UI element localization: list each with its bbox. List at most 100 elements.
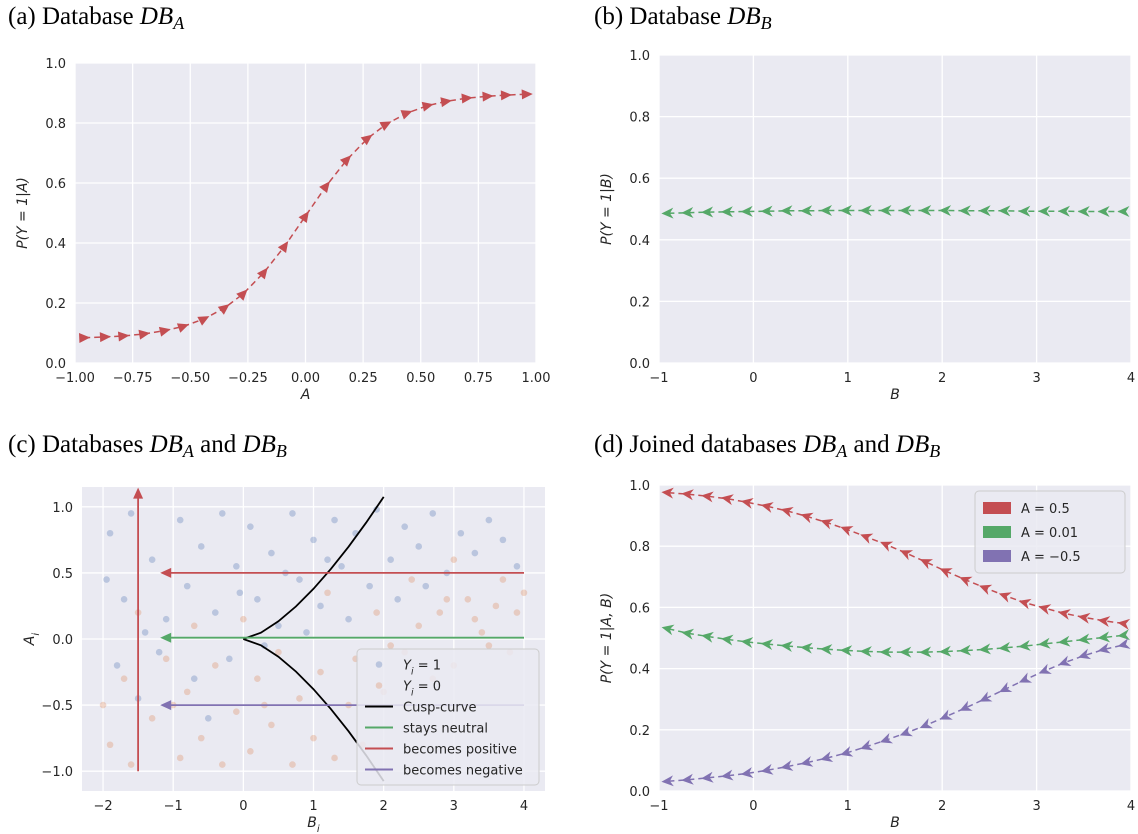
scatter-point (268, 721, 275, 729)
marker (978, 643, 992, 655)
marker (78, 333, 91, 344)
scatter-point (478, 629, 486, 636)
x-tick-label: 0.75 (464, 371, 493, 386)
marker (958, 205, 971, 217)
marker (500, 90, 512, 101)
marker (959, 700, 973, 711)
scatter-point (394, 596, 401, 603)
scatter-point (240, 615, 247, 623)
scatter-point (324, 589, 331, 597)
legend-marker (983, 526, 1011, 538)
legend-label: A = −0.5 (1021, 550, 1081, 565)
marker (740, 205, 753, 217)
marker (158, 326, 171, 337)
marker (760, 763, 774, 775)
panel-title: (a) Database DBA (8, 3, 185, 33)
marker (1117, 638, 1131, 649)
marker (1057, 635, 1071, 647)
legend-label: Cusp-curve (403, 701, 476, 716)
scatter-point (176, 754, 184, 762)
marker (958, 644, 972, 656)
panel: (a) Database DBA−1.00 −0.75 −0.50 −0.25 0.00… (8, 3, 550, 403)
scatter-point (197, 543, 205, 550)
scatter-point (219, 761, 226, 768)
y-tick-label: 0.6 (629, 601, 650, 616)
arrowhead (160, 700, 172, 711)
marker (939, 205, 952, 217)
marker (197, 316, 210, 326)
y-tick-label: 0.0 (629, 785, 650, 800)
marker (661, 207, 674, 219)
marker (919, 205, 932, 216)
y-tick-label: 0.8 (45, 117, 66, 132)
marker (1097, 616, 1111, 628)
scatter-point (204, 715, 212, 722)
marker (1078, 648, 1092, 660)
y-tick-label: 1.0 (52, 501, 73, 516)
legend-marker (983, 550, 1011, 562)
plot-area (659, 55, 1131, 363)
marker (880, 541, 894, 552)
line (137, 493, 524, 772)
scatter-point (387, 556, 394, 563)
marker (939, 709, 953, 720)
x-tick-label: −0.50 (170, 371, 210, 386)
x-tick-label: 4 (520, 799, 528, 814)
marker (780, 760, 794, 771)
marker (979, 691, 993, 702)
scatter-point (247, 523, 254, 530)
scatter-point (106, 741, 114, 749)
scatter-point (499, 536, 507, 544)
scatter-point (148, 556, 156, 563)
scatter-point (485, 642, 493, 649)
y-tick-label: 0.6 (629, 172, 650, 187)
y-axis-label: P(Y = 1|A, B) (599, 593, 615, 684)
marker (400, 110, 413, 120)
x-tick-label: 1 (844, 799, 852, 814)
marker (681, 628, 695, 640)
x-tick-label: 0 (749, 799, 757, 814)
marker (1058, 655, 1072, 667)
marker (860, 739, 874, 751)
x-tick-label: 1 (844, 371, 852, 386)
marker (919, 646, 932, 658)
scatter-point (345, 615, 352, 623)
y-tick-label: 0.4 (629, 234, 650, 249)
marker (1097, 206, 1110, 217)
marker (176, 323, 189, 333)
marker (1038, 604, 1052, 615)
marker (236, 289, 248, 301)
panel: (c) Databases DBA and DBB −2 −1 0 1 2 3 4 −1.0 −0… (8, 431, 545, 834)
marker (1117, 206, 1130, 217)
scatter-point (127, 761, 135, 768)
scatter-point (366, 582, 373, 590)
scatter-point (211, 662, 219, 669)
scatter-point (408, 576, 416, 583)
marker (256, 267, 268, 280)
marker (800, 756, 814, 767)
marker (820, 519, 834, 530)
marker (379, 121, 392, 131)
marker (919, 559, 934, 570)
x-tick-label: −0.25 (228, 371, 268, 386)
scatter-point (401, 523, 408, 530)
x-tick-label: 2 (938, 371, 946, 386)
scatter-point (190, 675, 198, 682)
marker (138, 329, 151, 340)
scatter-point (176, 516, 184, 524)
x-tick-label: 1.00 (522, 371, 551, 386)
marker (760, 502, 774, 513)
scatter-point (296, 695, 303, 702)
marker (998, 205, 1011, 217)
marker (820, 644, 833, 656)
marker (1018, 672, 1033, 683)
marker (820, 751, 834, 763)
marker (277, 241, 289, 253)
scatter-point (197, 734, 205, 742)
y-tick-label: 0.0 (52, 633, 73, 648)
marker (701, 771, 714, 783)
scatter-point (436, 609, 444, 616)
scatter-point (254, 596, 261, 603)
marker (1057, 205, 1070, 217)
